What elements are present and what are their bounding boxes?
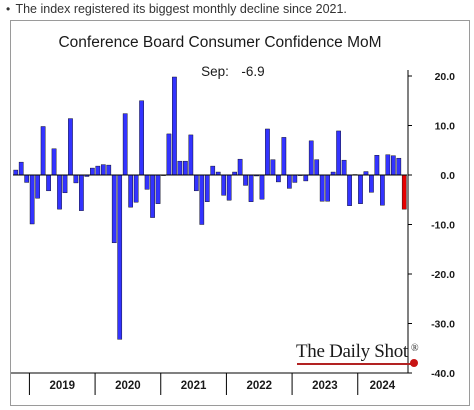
chart-frame	[10, 20, 470, 406]
bar	[276, 174, 281, 183]
bar	[155, 174, 161, 204]
bar	[199, 174, 205, 225]
bar	[51, 148, 57, 176]
bar	[265, 128, 270, 176]
bar	[308, 140, 314, 176]
bar	[177, 160, 183, 176]
bar	[292, 174, 298, 183]
bar	[117, 174, 123, 340]
bar	[57, 174, 62, 210]
brand-dot	[410, 359, 418, 367]
bar	[303, 174, 309, 182]
bar	[62, 174, 68, 194]
caption-bullet: •	[6, 2, 11, 16]
bar	[122, 113, 128, 176]
bar	[144, 174, 150, 190]
bar	[281, 137, 287, 176]
bar	[35, 174, 40, 199]
bar	[188, 134, 194, 176]
chart-caption: • The index registered its biggest month…	[6, 1, 466, 17]
bar	[172, 76, 177, 176]
bar	[166, 133, 172, 176]
bar	[90, 167, 95, 176]
bar	[221, 174, 227, 196]
bar	[139, 100, 144, 176]
caption-text: The index registered its biggest monthly…	[15, 2, 347, 16]
y-tick-label: 0.0	[440, 170, 455, 182]
bar	[13, 169, 19, 176]
bar	[150, 174, 155, 218]
annotation-label: Sep:	[201, 64, 229, 79]
x-year-label: 2019	[49, 380, 75, 392]
bar	[40, 126, 46, 176]
bar	[100, 164, 106, 176]
bar	[128, 174, 133, 208]
bar	[68, 118, 73, 176]
bar	[111, 174, 117, 244]
bar	[341, 159, 347, 176]
brand-logo: The Daily Shot	[296, 341, 408, 362]
bar	[369, 174, 374, 193]
bar	[24, 174, 30, 183]
bar	[95, 165, 101, 176]
bar	[79, 174, 84, 211]
bar	[193, 174, 199, 192]
bar	[259, 174, 265, 200]
bar	[380, 174, 385, 206]
y-tick-label: -40.0	[431, 368, 455, 380]
annotation-value: -6.9	[241, 64, 264, 79]
y-tick-label: -20.0	[431, 269, 455, 281]
y-tick-label: 20.0	[435, 71, 456, 83]
bar	[29, 174, 35, 225]
chart-title: Conference Board Consumer Confidence MoM	[58, 34, 381, 51]
bar	[106, 164, 112, 176]
bar	[204, 174, 210, 202]
bar	[18, 161, 24, 176]
bar	[390, 155, 396, 176]
bar	[347, 174, 352, 206]
y-tick-label: -10.0	[431, 220, 455, 232]
bar	[325, 174, 330, 202]
bar	[385, 154, 391, 176]
bar	[270, 159, 276, 176]
bar	[248, 174, 254, 202]
x-year-label: 2023	[312, 380, 338, 392]
y-tick-label: -30.0	[431, 319, 455, 331]
x-year-label: 2022	[246, 380, 272, 392]
brand-registered-mark: ®	[411, 343, 419, 354]
bar	[314, 159, 320, 176]
bar	[396, 157, 402, 176]
x-year-label: 2021	[181, 380, 207, 392]
bar	[358, 174, 363, 204]
bar	[183, 160, 188, 176]
bar	[319, 174, 325, 202]
bar	[374, 154, 380, 176]
bar	[133, 174, 139, 203]
bar-highlight	[401, 174, 407, 210]
bar	[336, 130, 341, 176]
x-year-label: 2020	[115, 380, 141, 392]
y-tick-label: 10.0	[435, 121, 456, 133]
bar	[287, 174, 292, 189]
bar	[210, 165, 216, 176]
axis-group: 20.0 10.0 0.0 -10.0 -20.0 -30.0 -40.0 2019 2020 2…	[11, 70, 455, 395]
bar	[46, 174, 51, 192]
bar	[226, 174, 232, 201]
bar	[73, 174, 79, 184]
brand-underline	[297, 363, 414, 365]
bar	[237, 158, 243, 176]
x-year-label: 2024	[370, 380, 396, 392]
bar	[363, 171, 369, 176]
bars-group	[13, 76, 407, 340]
bar	[243, 174, 248, 186]
